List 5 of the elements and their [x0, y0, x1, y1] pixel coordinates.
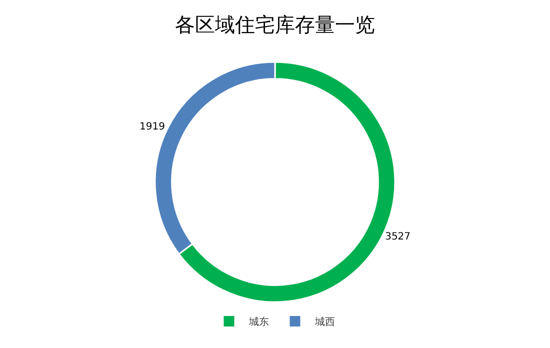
data-label: 3527: [385, 231, 411, 242]
chart-title: 各区域住宅库存量一览: [175, 12, 375, 36]
legend-label: 城西: [314, 316, 335, 328]
data-label: 1919: [139, 122, 165, 133]
legend-label: 城东: [248, 316, 269, 328]
